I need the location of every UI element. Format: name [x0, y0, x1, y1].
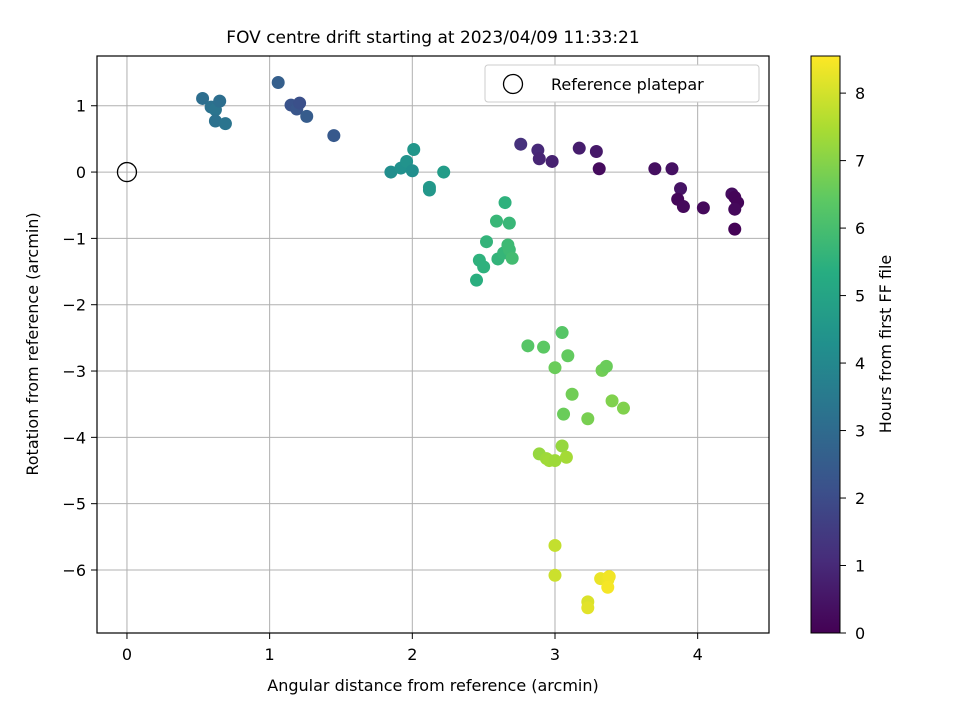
y-tick-label: −6: [62, 561, 86, 580]
data-point: [437, 165, 451, 179]
colorbar-tick-label: 2: [855, 489, 865, 508]
legend-marker: [502, 73, 524, 95]
data-point: [696, 201, 710, 215]
data-point: [300, 109, 314, 123]
colorbar-ticks: 0 1 2 3 4 5 6 7 8: [840, 84, 865, 643]
data-point: [293, 96, 307, 110]
colorbar-tick-label: 0: [855, 624, 865, 643]
data-point: [537, 340, 551, 354]
x-axis-ticks: 0 1 2 3 4: [122, 633, 703, 664]
data-point: [555, 439, 569, 453]
data-point: [581, 601, 595, 615]
data-point: [728, 202, 742, 216]
data-point: [728, 222, 742, 236]
data-point: [548, 538, 562, 552]
colorbar-tick-label: 7: [855, 152, 865, 171]
x-tick-label: 4: [693, 645, 703, 664]
data-point: [218, 117, 232, 131]
colorbar-tick-label: 4: [855, 354, 865, 373]
y-axis-label: Rotation from reference (arcmin): [23, 212, 42, 475]
data-point: [602, 570, 616, 584]
data-point: [561, 349, 575, 363]
reference-point-marker: [116, 161, 138, 183]
data-point: [477, 260, 491, 274]
data-point: [676, 200, 690, 214]
data-point: [196, 91, 210, 105]
data-point: [559, 450, 573, 464]
colorbar-tick-label: 3: [855, 422, 865, 441]
data-point: [548, 454, 562, 468]
data-point: [407, 143, 421, 157]
chart-title: FOV centre drift starting at 2023/04/09 …: [226, 28, 639, 48]
legend-label: Reference platepar: [551, 75, 704, 94]
y-tick-label: −5: [62, 495, 86, 514]
data-point: [616, 401, 630, 415]
data-points: [196, 76, 745, 615]
data-point: [589, 145, 603, 159]
data-point: [271, 76, 285, 90]
data-point: [555, 326, 569, 340]
data-point: [581, 412, 595, 426]
data-point: [327, 129, 341, 143]
colorbar-tick-label: 8: [855, 84, 865, 103]
legend: Reference platepar: [484, 64, 760, 103]
data-point: [208, 114, 222, 128]
data-point: [532, 152, 546, 166]
y-tick-label: 0: [76, 163, 86, 182]
data-point: [400, 154, 414, 168]
data-point: [514, 137, 528, 151]
colorbar-tick-label: 5: [855, 287, 865, 306]
data-point: [601, 580, 615, 594]
data-point: [545, 154, 559, 168]
data-point: [557, 407, 571, 421]
x-tick-label: 2: [407, 645, 417, 664]
data-point: [572, 141, 586, 155]
data-point: [213, 94, 227, 108]
data-point: [489, 214, 503, 228]
data-point: [505, 251, 519, 265]
data-point: [470, 273, 484, 287]
colorbar-tick-label: 1: [855, 557, 865, 576]
data-point: [565, 387, 579, 401]
data-point: [674, 182, 688, 196]
x-tick-label: 3: [550, 645, 560, 664]
data-point: [548, 361, 562, 375]
y-tick-label: −2: [62, 296, 86, 315]
x-tick-label: 0: [122, 645, 132, 664]
data-point: [480, 235, 494, 249]
y-tick-label: 1: [76, 97, 86, 116]
colorbar-label: Hours from first FF file: [876, 255, 895, 434]
data-point: [521, 339, 535, 353]
data-point: [592, 162, 606, 176]
y-axis-ticks: 1 0 −1 −2 −3 −4 −5 −6: [62, 97, 97, 580]
data-point: [548, 568, 562, 582]
colorbar-tick-label: 6: [855, 219, 865, 238]
y-tick-label: −3: [62, 362, 86, 381]
y-tick-label: −1: [62, 229, 86, 248]
colorbar: [810, 55, 841, 634]
data-point: [648, 162, 662, 176]
grid: [97, 56, 769, 633]
data-point: [422, 183, 436, 197]
plot-frame: [96, 55, 770, 634]
y-tick-label: −4: [62, 428, 86, 447]
data-point: [605, 394, 619, 408]
data-point: [498, 196, 512, 210]
x-axis-label: Angular distance from reference (arcmin): [267, 676, 598, 695]
legend-box: [484, 64, 760, 103]
data-point: [599, 359, 613, 373]
data-point: [405, 164, 419, 178]
x-tick-label: 1: [265, 645, 275, 664]
data-point: [502, 216, 516, 230]
data-point: [384, 165, 398, 179]
data-point: [665, 162, 679, 176]
